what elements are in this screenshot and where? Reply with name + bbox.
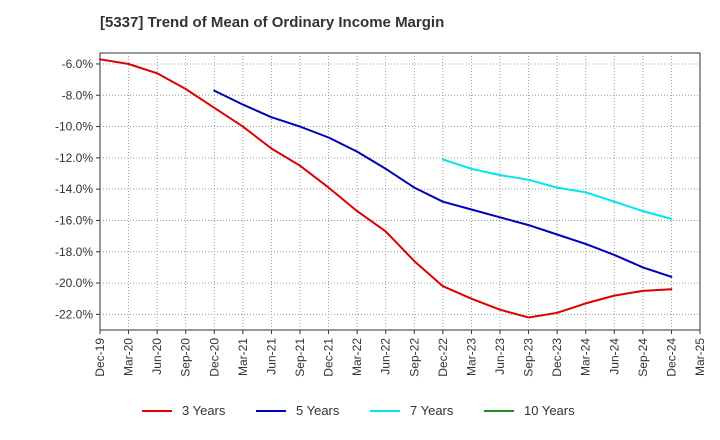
y-tick-label: -14.0%: [55, 182, 93, 196]
x-tick-label: Dec-21: [322, 338, 336, 377]
legend-label: 7 Years: [410, 403, 454, 418]
y-tick-label: -6.0%: [62, 57, 94, 71]
x-tick-label: Jun-21: [264, 338, 278, 375]
x-tick-label: Sep-24: [636, 338, 650, 377]
series-line: [213, 89, 673, 278]
y-tick-label: -10.0%: [55, 120, 93, 134]
legend-label: 10 Years: [524, 403, 575, 418]
x-tick-label: Dec-20: [207, 338, 221, 377]
x-tick-label: Jun-22: [379, 338, 393, 375]
x-tick-label: Mar-22: [350, 338, 364, 376]
x-tick-label: Jun-20: [150, 338, 164, 375]
x-tick-label: Sep-23: [522, 338, 536, 377]
x-tick-label: Mar-21: [236, 338, 250, 376]
y-tick-label: -22.0%: [55, 307, 93, 321]
x-tick-label: Mar-20: [122, 338, 136, 376]
x-tick-label: Sep-20: [179, 338, 193, 377]
y-tick-label: -18.0%: [55, 245, 93, 259]
series-line: [441, 158, 673, 220]
x-tick-label: Dec-22: [436, 338, 450, 377]
y-tick-label: -8.0%: [62, 88, 94, 102]
x-tick-label: Sep-22: [407, 338, 421, 377]
x-tick-label: Dec-23: [550, 338, 564, 377]
y-tick-label: -20.0%: [55, 276, 93, 290]
x-tick-label: Dec-19: [93, 338, 107, 377]
x-tick-label: Mar-23: [464, 338, 478, 376]
x-tick-label: Jun-24: [607, 338, 621, 375]
x-tick-label: Mar-25: [693, 338, 707, 376]
x-tick-label: Jun-23: [493, 338, 507, 375]
plot-area: [99, 52, 701, 331]
x-tick-label: Sep-21: [293, 338, 307, 377]
legend-label: 5 Years: [296, 403, 340, 418]
x-tick-label: Mar-24: [579, 338, 593, 376]
y-tick-label: -12.0%: [55, 151, 93, 165]
series-line: [99, 58, 673, 319]
x-tick-label: Dec-24: [664, 338, 678, 377]
legend-label: 3 Years: [182, 403, 226, 418]
chart-title: [5337] Trend of Mean of Ordinary Income …: [100, 14, 445, 31]
y-tick-label: -16.0%: [55, 213, 93, 227]
